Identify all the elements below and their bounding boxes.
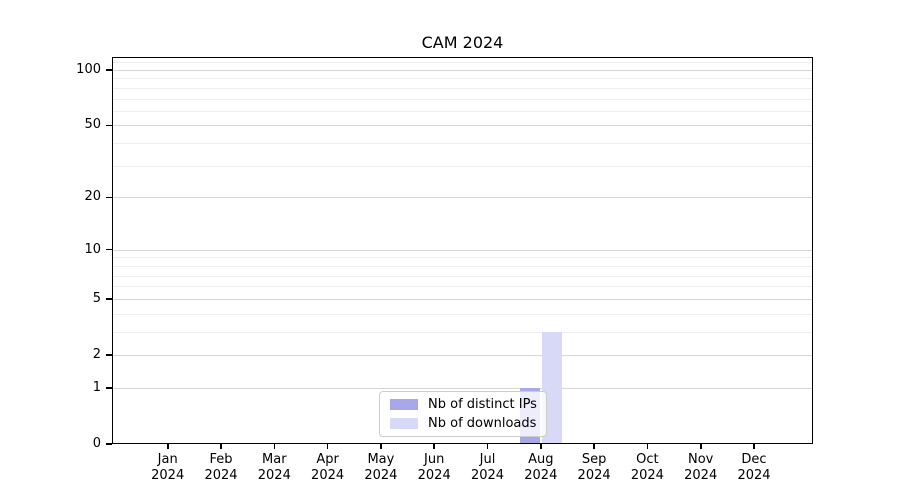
legend-swatch-downloads [390, 418, 418, 429]
x-tick-month: Mar [262, 452, 287, 467]
y-tick-label-0: 0 [92, 436, 101, 451]
x-tick-label-oct: Oct 2024 [617, 452, 677, 484]
x-tick-label-dec: Dec 2024 [724, 452, 784, 484]
x-tick-nov [700, 444, 702, 449]
x-tick-month: Jul [479, 452, 496, 467]
x-tick-year: 2024 [737, 468, 771, 483]
minor-gridline-30 [112, 165, 813, 167]
legend-item-downloads: Nb of downloads [390, 414, 546, 433]
x-tick-label-may: May 2024 [351, 452, 411, 484]
legend: Nb of distinct IPs Nb of downloads [379, 391, 547, 437]
y-tick-10 [106, 248, 112, 251]
x-tick-year: 2024 [417, 468, 451, 483]
x-tick-aug [540, 444, 542, 449]
x-tick-year: 2024 [470, 468, 505, 483]
x-tick-year: 2024 [257, 468, 291, 483]
major-gridline-2 [112, 355, 813, 356]
minor-gridline-70 [112, 98, 813, 100]
x-tick-year: 2024 [204, 468, 238, 483]
x-tick-year: 2024 [630, 468, 664, 483]
y-tick-20 [106, 196, 112, 198]
x-tick-month: Oct [636, 452, 659, 467]
x-tick-month: Feb [209, 452, 233, 467]
y-tick-100 [106, 69, 112, 71]
minor-gridline-90 [112, 78, 813, 80]
x-tick-mar [273, 444, 276, 449]
x-tick-dec [753, 444, 755, 449]
x-tick-label-jan: Jan 2024 [138, 452, 198, 484]
y-tick-0 [106, 443, 112, 445]
minor-gridline-40 [112, 143, 813, 144]
x-tick-month: Apr [316, 452, 339, 467]
minor-gridline-110 [112, 62, 813, 64]
x-tick-year: 2024 [151, 468, 185, 483]
y-tick-2 [106, 354, 112, 356]
y-tick-label-2: 2 [92, 347, 101, 362]
x-tick-apr [326, 444, 329, 449]
x-tick-label-sep: Sep 2024 [564, 452, 624, 484]
x-tick-month: Aug [528, 452, 554, 467]
minor-gridline-4 [112, 313, 813, 315]
y-tick-label-5: 5 [92, 290, 101, 306]
x-tick-label-apr: Apr 2024 [298, 452, 358, 484]
x-tick-oct [646, 444, 649, 449]
x-tick-sep [593, 444, 595, 449]
x-tick-feb [220, 444, 222, 449]
major-gridline-20 [112, 197, 813, 199]
major-gridline-50 [112, 125, 813, 127]
minor-gridline-6 [112, 286, 813, 288]
x-tick-label-aug: Aug 2024 [511, 452, 571, 484]
x-tick-label-jun: Jun 2024 [404, 452, 464, 484]
major-gridline-1 [112, 387, 813, 389]
x-tick-jul [486, 444, 489, 449]
y-tick-5 [106, 298, 112, 300]
legend-label-downloads: Nb of downloads [428, 416, 537, 431]
y-tick-label-1: 1 [92, 379, 101, 395]
legend-item-distinct-ips: Nb of distinct IPs [390, 395, 546, 414]
x-tick-year: 2024 [684, 468, 718, 483]
plot-area: 0 1 2 5 10 20 50 100 Jan 2024 Feb 2024 Mar 2024 Apr 20… [76, 57, 813, 483]
minor-gridline-3 [112, 331, 813, 333]
legend-label-distinct-ips: Nb of distinct IPs [428, 397, 537, 412]
x-tick-year: 2024 [577, 468, 611, 483]
x-tick-label-jul: Jul 2024 [458, 452, 518, 484]
y-tick-label-100: 100 [76, 62, 101, 77]
x-tick-month: Jun [424, 452, 445, 467]
x-tick-may [380, 444, 382, 449]
x-tick-month: May [367, 452, 395, 467]
major-gridline-100 [112, 70, 813, 71]
minor-gridline-60 [112, 110, 813, 112]
y-tick-label-20: 20 [84, 189, 101, 205]
x-tick-year: 2024 [524, 468, 558, 483]
minor-gridline-8 [112, 265, 813, 267]
x-tick-month: Dec [741, 452, 767, 467]
chart-title: CAM 2024 [421, 33, 504, 52]
x-tick-jun [433, 444, 435, 449]
x-tick-label-mar: Mar 2024 [244, 452, 304, 484]
minor-gridline-7 [112, 275, 813, 277]
y-tick-label-50: 50 [84, 117, 101, 133]
major-gridline-10 [112, 249, 813, 251]
x-tick-jan [167, 444, 169, 449]
x-tick-month: Nov [688, 452, 714, 467]
x-tick-month: Jan [157, 452, 178, 467]
y-tick-1 [106, 387, 112, 389]
x-tick-label-nov: Nov 2024 [671, 452, 731, 484]
x-tick-year: 2024 [311, 468, 345, 483]
minor-gridline-9 [112, 257, 813, 259]
x-tick-year: 2024 [364, 468, 398, 483]
legend-swatch-distinct-ips [390, 399, 418, 410]
y-tick-label-10: 10 [84, 241, 101, 257]
minor-gridline-80 [112, 87, 813, 89]
x-tick-label-feb: Feb 2024 [191, 452, 251, 484]
y-tick-50 [106, 124, 112, 127]
major-gridline-5 [112, 298, 813, 300]
x-tick-month: Sep [581, 452, 607, 467]
